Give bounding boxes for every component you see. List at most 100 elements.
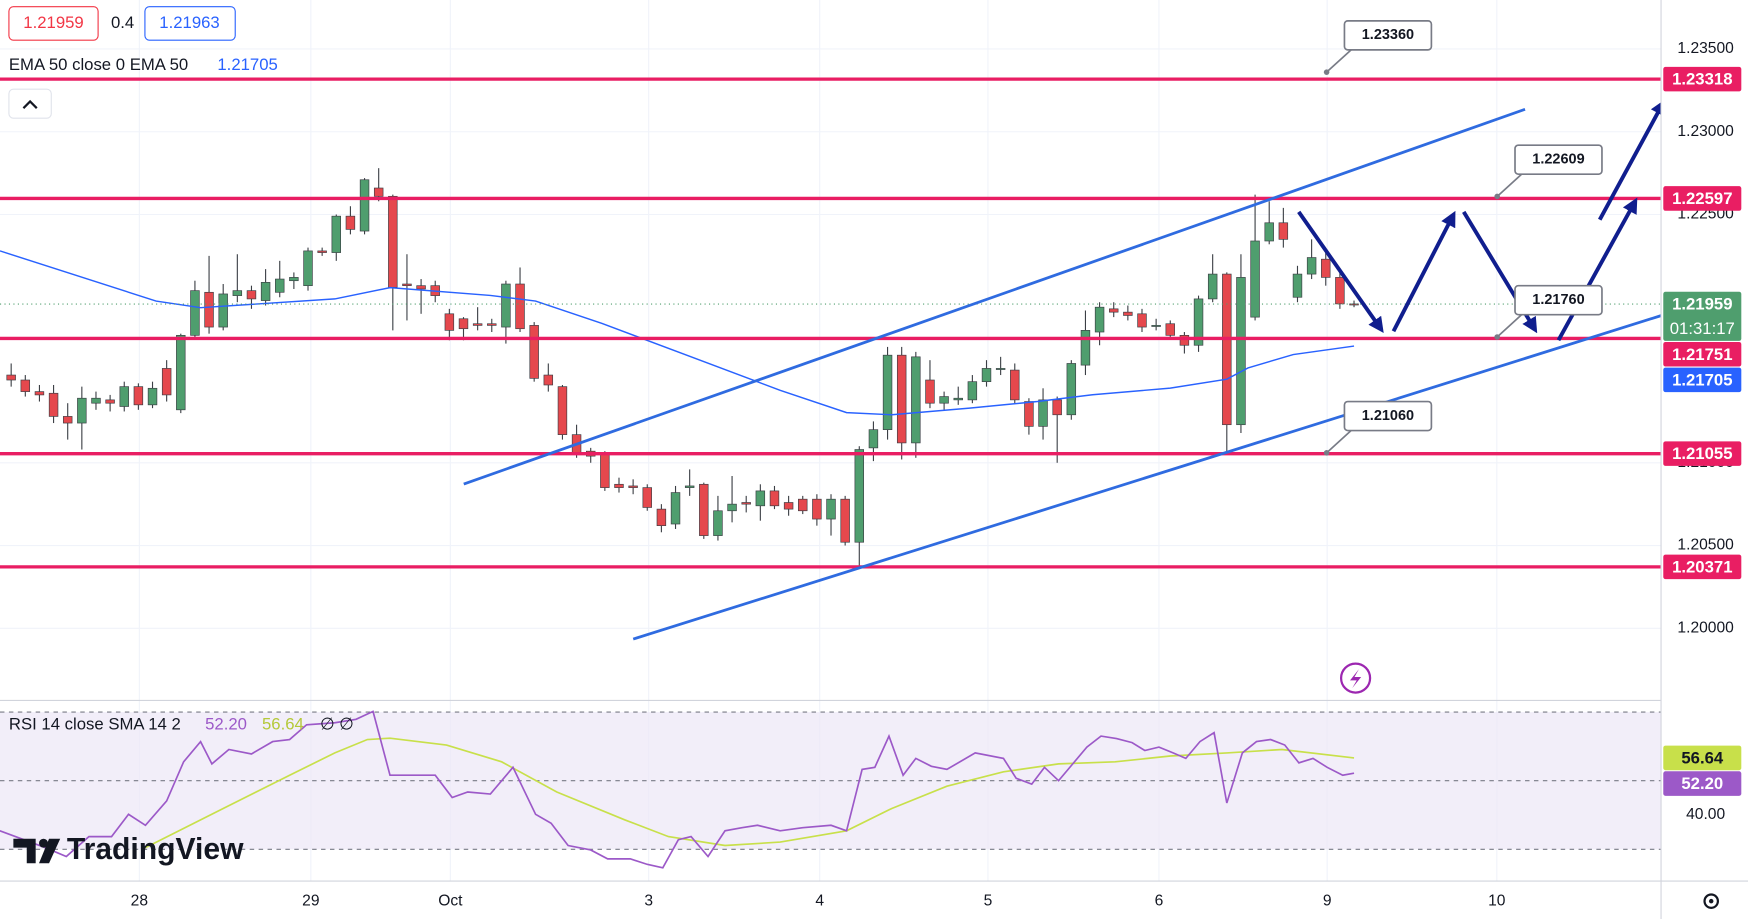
candle-body xyxy=(783,502,794,510)
candle-body xyxy=(656,508,667,527)
bid-box[interactable] xyxy=(8,6,99,41)
x-tick-label: 6 xyxy=(1155,892,1164,909)
ema-badge-label: 1.21705 xyxy=(1672,370,1732,389)
trendlines xyxy=(463,107,1662,641)
candle-body xyxy=(614,483,624,488)
candle-body xyxy=(1292,273,1303,298)
callout-anchor xyxy=(1323,450,1330,456)
candle-body xyxy=(147,387,158,406)
spread: 0.4 xyxy=(111,13,134,32)
rsi-badge xyxy=(1663,745,1742,771)
arrow xyxy=(1391,210,1456,333)
candle-body xyxy=(1109,308,1119,313)
candle-body xyxy=(487,323,497,326)
candle-body xyxy=(995,368,1006,370)
candle-body xyxy=(642,487,652,508)
candle-body xyxy=(260,282,271,301)
alert-bolt xyxy=(1350,669,1362,689)
candle-body xyxy=(1222,273,1232,426)
y-tick-label: 1.20500 xyxy=(1677,537,1734,554)
na-markers: ∅ ∅ xyxy=(320,714,354,733)
candle-body xyxy=(1207,273,1218,300)
candle-body xyxy=(20,379,31,392)
candle-body xyxy=(48,392,59,417)
candle-body xyxy=(317,250,327,253)
y-tick-label: 1.20000 xyxy=(1677,619,1734,636)
last-price-badge-label: 01:31:17 xyxy=(1670,319,1735,338)
x-tick-label: Oct xyxy=(438,892,463,909)
candle-body xyxy=(1066,363,1077,416)
badge-layer: 1.23318 1.22597 1.21959 01:31:17 1.21751 1.21… xyxy=(1663,66,1742,796)
rsi-badge-label: 52.20 xyxy=(1681,774,1723,793)
settings-icon-center xyxy=(1708,898,1714,904)
candle-body xyxy=(1151,325,1161,327)
callout-box xyxy=(1343,20,1433,51)
candle-body xyxy=(34,391,45,396)
last-price-badge xyxy=(1663,291,1742,341)
candle-body xyxy=(345,215,356,230)
settings-icon[interactable] xyxy=(1703,893,1720,909)
candle-body xyxy=(1052,399,1062,416)
rsi-badge xyxy=(1663,771,1742,796)
candle-body xyxy=(218,293,228,328)
callout-anchor xyxy=(1494,334,1500,340)
candle-body xyxy=(529,325,539,379)
candle-body xyxy=(472,323,483,326)
rsi-line xyxy=(0,710,1355,869)
candle-body xyxy=(1236,277,1246,426)
candle-body xyxy=(388,195,398,288)
x-tick-label: 29 xyxy=(302,892,319,909)
logo-mark xyxy=(13,838,36,864)
level-badge xyxy=(1663,341,1742,367)
candle-body xyxy=(6,374,16,381)
level-badge-label: 1.23318 xyxy=(1672,70,1732,89)
rsi-layer xyxy=(0,710,1662,869)
callout-label: 1.21760 xyxy=(1532,292,1584,308)
y-tick-label: 1.23000 xyxy=(1677,123,1734,140)
rsi-sma-value: 56.64 xyxy=(262,714,304,733)
candle-body xyxy=(1335,277,1345,305)
candle-body xyxy=(967,381,978,401)
callout-label: 1.22609 xyxy=(1532,151,1584,167)
callout-anchor xyxy=(1323,69,1330,75)
candle-body xyxy=(1321,258,1331,278)
arrow xyxy=(1556,197,1638,342)
candle-body xyxy=(359,179,370,232)
arrow xyxy=(1297,210,1384,334)
candle-body xyxy=(557,386,568,435)
rsi-line xyxy=(145,737,1355,849)
candle-body xyxy=(812,498,822,520)
x-tick-label: 4 xyxy=(815,892,824,909)
candle-body xyxy=(1306,257,1317,275)
time-axis-bg xyxy=(0,881,1748,919)
arrow xyxy=(1598,99,1666,221)
candle-body xyxy=(953,397,963,401)
callout-pointer xyxy=(1326,49,1352,73)
logo-dot xyxy=(39,838,48,848)
rsi-value: 52.20 xyxy=(205,714,247,733)
candle-body xyxy=(501,283,511,328)
ema-line xyxy=(0,250,1355,416)
candle-body xyxy=(1179,334,1190,346)
candle-body xyxy=(1080,330,1091,366)
candle-body xyxy=(798,498,808,512)
x-tick-label: 9 xyxy=(1323,892,1332,909)
callout-anchor xyxy=(1494,193,1500,200)
indicator-label: EMA 50 close 0 EMA 50 xyxy=(9,55,188,74)
channel-upper xyxy=(463,107,1526,486)
candle-body xyxy=(105,399,115,404)
ask-box[interactable] xyxy=(144,6,236,41)
candle-body xyxy=(882,354,893,431)
candle-body xyxy=(77,397,87,424)
candle-layer xyxy=(6,168,1359,569)
logo: TradingView xyxy=(13,833,244,866)
candle-body xyxy=(600,452,610,488)
candle-body xyxy=(246,290,257,300)
candle-body xyxy=(444,313,455,331)
y-tick-label: 1.23500 xyxy=(1677,40,1734,57)
callout-box xyxy=(1514,284,1603,316)
collapse-button[interactable] xyxy=(8,88,52,119)
candle-body xyxy=(402,283,412,287)
x-tick-label: 3 xyxy=(644,892,653,909)
level-badge-label: 1.21055 xyxy=(1672,444,1732,463)
